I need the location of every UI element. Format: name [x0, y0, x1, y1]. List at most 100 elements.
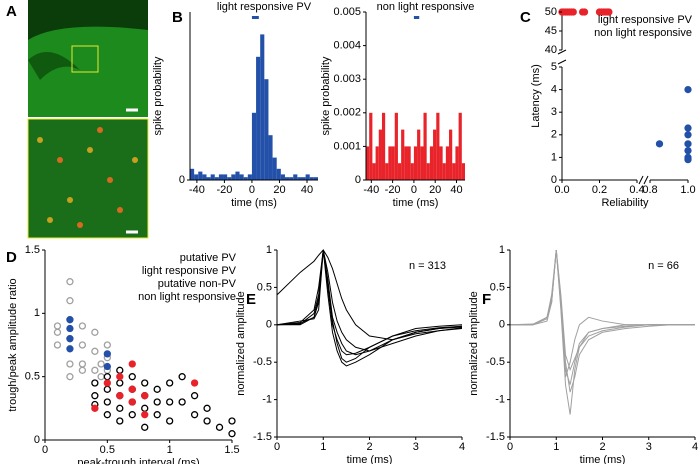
point — [66, 324, 74, 333]
bar — [452, 163, 456, 180]
bar — [436, 112, 440, 180]
point — [53, 341, 62, 349]
bar — [276, 168, 281, 180]
roi — [71, 45, 99, 73]
bar — [190, 168, 195, 180]
point — [116, 404, 124, 412]
point — [66, 335, 74, 343]
bar — [420, 146, 424, 180]
bar — [243, 177, 248, 180]
point — [91, 379, 99, 387]
y-tick-label: 0.5 — [490, 281, 505, 293]
x-tick-label: 4 — [459, 441, 465, 453]
x-tick-label: 1 — [167, 444, 173, 456]
point — [684, 156, 692, 164]
bar — [397, 163, 402, 180]
point — [66, 278, 74, 286]
bar — [239, 174, 244, 180]
x-tick-label: 0 — [411, 184, 417, 196]
point — [91, 328, 99, 336]
point — [203, 417, 211, 425]
bar — [284, 177, 290, 180]
panel-label: F — [482, 291, 491, 308]
bar — [309, 177, 314, 180]
x-tick-label: 0.8 — [642, 184, 657, 196]
x-tick-label: 2 — [366, 441, 372, 453]
legend-entry: light responsive PV — [598, 14, 693, 26]
y-tick-label: 2 — [551, 129, 557, 141]
point — [141, 411, 149, 419]
point — [97, 360, 105, 368]
bar — [426, 163, 430, 180]
bar — [194, 174, 199, 180]
stimulus — [251, 16, 259, 19]
bar — [231, 174, 236, 180]
y-tick-label: 0 — [179, 174, 185, 186]
point — [53, 322, 62, 330]
waveform — [509, 249, 695, 372]
y-tick-label: -0.5 — [253, 356, 272, 368]
bar — [369, 112, 373, 180]
y-tick-label: 50 — [545, 6, 557, 18]
bar — [401, 129, 405, 180]
bar — [445, 146, 450, 180]
point — [103, 411, 111, 419]
cell — [117, 207, 123, 213]
point — [103, 385, 111, 393]
bar — [439, 146, 443, 180]
break-mark — [557, 49, 649, 185]
point — [153, 411, 161, 419]
point — [684, 146, 692, 155]
bar — [214, 177, 219, 180]
x-tick-label: 2 — [599, 441, 605, 453]
bar — [461, 163, 465, 180]
y-tick-label: -1 — [262, 394, 272, 406]
point — [103, 373, 111, 381]
micrograph-high — [27, 118, 149, 239]
point — [228, 417, 236, 425]
bar — [268, 135, 273, 180]
y-tick-label: 0.003 — [333, 73, 361, 85]
waveform — [277, 249, 463, 363]
waveform — [276, 249, 463, 341]
point — [97, 373, 105, 381]
x-tick-label: 20 — [273, 184, 285, 196]
cell — [37, 137, 43, 143]
bar — [394, 112, 398, 180]
waveform — [510, 249, 695, 393]
annotation: n = 66 — [648, 260, 679, 272]
x-tick-label: 0 — [507, 441, 513, 453]
cell — [97, 127, 103, 133]
point — [153, 385, 161, 393]
y-tick-label: 0.001 — [333, 140, 361, 152]
bar — [404, 146, 408, 180]
point — [128, 398, 136, 406]
bar — [280, 174, 285, 180]
point — [91, 404, 99, 412]
point — [103, 350, 111, 358]
waveform — [276, 249, 463, 352]
point — [103, 398, 111, 406]
annotation: n = 313 — [409, 260, 446, 272]
x-tick-label: 0 — [249, 184, 255, 196]
point — [116, 373, 124, 381]
cell — [77, 222, 83, 228]
y-axis-label: trough/peak amplitude ratio — [7, 278, 19, 411]
y-tick-label: 0 — [266, 319, 272, 331]
chart-title: non light responsive — [377, 1, 475, 13]
bar — [235, 171, 240, 180]
bar — [297, 177, 302, 180]
point — [78, 360, 87, 368]
x-tick-label: -40 — [189, 184, 205, 196]
legend-entry: non light responsive — [138, 291, 236, 303]
y-tick-label: 3 — [551, 106, 557, 118]
y-tick-label: 0 — [355, 174, 361, 186]
bar — [305, 174, 310, 180]
point — [166, 379, 174, 387]
point — [116, 392, 124, 400]
panel-label: D — [6, 249, 17, 266]
bar — [202, 174, 207, 180]
y-tick-label: 0.5 — [257, 281, 272, 293]
y-tick-label: 40 — [545, 44, 557, 56]
